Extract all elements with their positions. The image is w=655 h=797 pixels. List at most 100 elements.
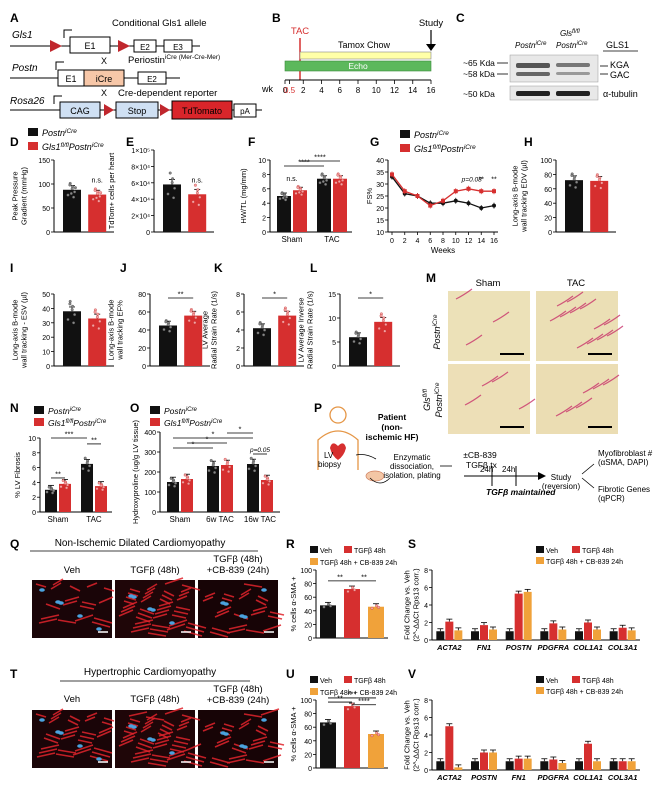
actin-fiber [269,741,285,746]
legend-swatch [28,142,38,150]
y-axis-label-line: wall tracking EDV (µl) [520,160,529,233]
nucleus [55,730,61,734]
bar [584,622,592,640]
y-tick-label: 10 [42,350,50,357]
bar [590,180,609,232]
actin-fiber [93,617,113,624]
actin-fiber [202,596,214,602]
bar [445,726,454,770]
y-axis-label-line: TdTom+ cells per heart [107,152,116,229]
bar [163,184,181,232]
data-point [263,328,267,332]
bar [184,315,203,366]
data-point [72,321,76,325]
y-tick-label: 0 [46,230,50,237]
fibrosis-streak [555,405,573,417]
actin-fiber [50,582,62,590]
y-tick-label: 4 [424,603,428,610]
y-tick-label: 30 [376,182,384,189]
data-point [68,183,72,187]
data-point [318,181,322,185]
data-point [101,488,105,492]
y-axis-label-line: Hydroxyproline (ug/g LV tissue) [131,419,140,524]
significance-label: **** [298,158,310,167]
bar [436,631,445,640]
x-group-label: TAC [324,235,340,244]
data-point [262,333,266,337]
legend-label-part: Postn [48,406,70,416]
y-axis-label-line: Long-axis B-mode [107,300,116,361]
actin-fiber [187,752,207,759]
fibrosis-streak [565,401,583,413]
actin-fiber [157,732,169,739]
actin-fiber [186,743,202,751]
ns-label: n.s. [286,176,297,183]
actin-fiber [152,743,168,749]
y-tick-label: 10 [258,158,266,165]
t-title: Hypertrophic Cardiomyopathy [84,667,216,678]
data-point [572,177,576,181]
actin-fiber [248,744,264,750]
data-point [211,463,215,467]
y-tick-label: 80 [304,712,312,719]
bar [514,593,523,640]
y-tick-label: 80 [544,172,552,179]
y-tick-label: 50 [42,292,50,299]
legend-label-part: iCre [92,142,104,149]
significance-label: ** [55,469,61,478]
m-row2a-sup: fl/fl [422,389,429,398]
data-point [193,183,197,187]
data-point [340,182,344,186]
actin-fiber [216,606,232,614]
x-tick-label: 6 [428,238,432,245]
panel-letter-k: K [214,261,223,275]
significance-label: ** [91,435,97,444]
b-tick-label: 8 [356,86,361,95]
y-tick-label: 4×10⁴ [131,197,150,204]
m-row2a-main: Gls [422,397,432,411]
m-image-sham-ko [448,364,530,434]
gene-label: FN1 [477,643,491,652]
fibrosis-streak [518,398,536,410]
y-axis-label-line: % cells α-SMA + [289,576,298,632]
y-axis-label: % cells α-SMA + [289,706,298,762]
actin-fiber [185,756,205,763]
actin-fiber [134,619,154,625]
legend-label-part: Postn [441,144,464,154]
actin-fiber [180,587,192,593]
nucleus [128,724,134,728]
data-point [597,178,601,182]
legend-label-part: iCre [186,406,198,413]
legend-swatch [310,688,318,695]
rosa-label: Cre-dependent reporter [118,88,217,99]
data-point [168,171,172,175]
actin-fiber [216,736,232,744]
panel-letter-e: E [126,135,134,149]
p-lv-line1: LV [324,451,334,460]
actin-fiber [123,730,135,735]
bar [505,631,514,640]
data-point [466,201,471,206]
actin-fiber [211,627,231,634]
data-point [377,327,381,330]
actin-fiber [125,726,137,731]
x-group-label: Sham [48,515,69,524]
y-axis-label-line: Radial Strain Rate (1/s) [306,291,315,369]
tamox-label: Tamox Chow [338,40,391,50]
data-point [377,733,381,737]
p-enz-line1: Enzymatic [394,453,431,462]
data-point [327,602,331,606]
significance-label: * [273,290,276,299]
data-point [183,473,187,477]
data-point [479,206,484,210]
significance-label: *** [348,689,357,698]
p-out1-line2: (αSMA, DAPI) [598,458,649,467]
rosa-box-pa: pA [240,107,250,116]
panel-letter-n: N [10,401,19,415]
actin-fiber [181,584,201,591]
actin-fiber [154,739,170,745]
actin-fiber [122,731,138,739]
actin-fiber [166,753,186,761]
fibrosis-streak [603,314,621,326]
legend-label: TGFβ 48h + CB-839 24h [546,559,623,566]
